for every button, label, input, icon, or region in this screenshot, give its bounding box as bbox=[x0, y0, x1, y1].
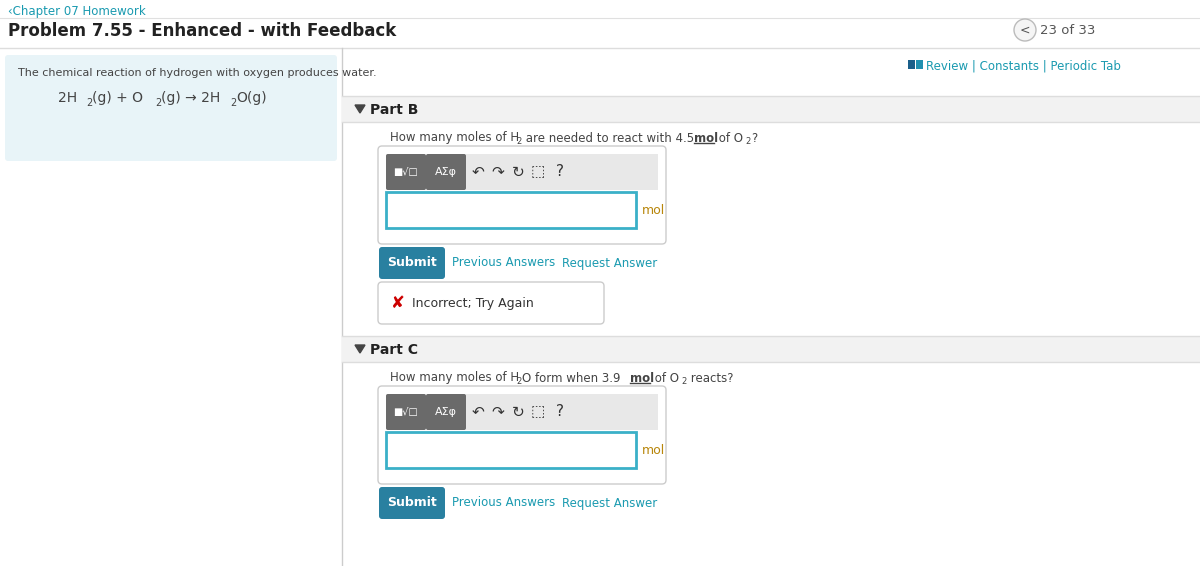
FancyBboxPatch shape bbox=[386, 154, 426, 190]
FancyBboxPatch shape bbox=[342, 96, 1200, 122]
Text: ↻: ↻ bbox=[511, 405, 524, 419]
FancyBboxPatch shape bbox=[386, 154, 658, 190]
Text: ↶: ↶ bbox=[472, 165, 485, 179]
Text: O(g): O(g) bbox=[236, 91, 266, 105]
Polygon shape bbox=[355, 345, 365, 353]
Text: mol: mol bbox=[642, 204, 665, 217]
Circle shape bbox=[1014, 19, 1036, 41]
Polygon shape bbox=[355, 105, 365, 113]
FancyBboxPatch shape bbox=[342, 336, 1200, 362]
Text: Part B: Part B bbox=[370, 103, 419, 117]
FancyBboxPatch shape bbox=[908, 60, 916, 69]
Text: 2: 2 bbox=[230, 98, 236, 108]
Text: Problem 7.55 - Enhanced - with Feedback: Problem 7.55 - Enhanced - with Feedback bbox=[8, 22, 396, 40]
FancyBboxPatch shape bbox=[378, 386, 666, 484]
Text: ■√□: ■√□ bbox=[394, 407, 419, 417]
Text: mol: mol bbox=[630, 371, 654, 384]
Text: ⬚: ⬚ bbox=[530, 405, 545, 419]
Text: ↷: ↷ bbox=[492, 165, 504, 179]
FancyBboxPatch shape bbox=[5, 55, 337, 161]
Text: Part C: Part C bbox=[370, 343, 418, 357]
Text: 23 of 33: 23 of 33 bbox=[1040, 24, 1096, 36]
Text: Submit: Submit bbox=[388, 496, 437, 509]
Text: How many moles of H: How many moles of H bbox=[390, 131, 520, 144]
Text: reacts?: reacts? bbox=[686, 371, 733, 384]
Text: ‹Chapter 07 Homework: ‹Chapter 07 Homework bbox=[8, 5, 145, 18]
FancyBboxPatch shape bbox=[386, 432, 636, 468]
Text: (g) + O: (g) + O bbox=[92, 91, 143, 105]
Text: Previous Answers: Previous Answers bbox=[452, 256, 556, 269]
FancyBboxPatch shape bbox=[386, 394, 658, 430]
Text: 2: 2 bbox=[86, 98, 92, 108]
Text: ↻: ↻ bbox=[511, 165, 524, 179]
Text: ?: ? bbox=[751, 131, 757, 144]
Text: mol: mol bbox=[642, 444, 665, 457]
FancyBboxPatch shape bbox=[916, 60, 923, 69]
Text: Request Answer: Request Answer bbox=[562, 256, 658, 269]
Text: O form when 3.9: O form when 3.9 bbox=[522, 371, 624, 384]
FancyBboxPatch shape bbox=[378, 146, 666, 244]
Text: <: < bbox=[1020, 24, 1031, 36]
FancyBboxPatch shape bbox=[379, 247, 445, 279]
Text: 2: 2 bbox=[682, 376, 686, 385]
Text: Submit: Submit bbox=[388, 256, 437, 269]
Text: of O: of O bbox=[650, 371, 679, 384]
Text: Previous Answers: Previous Answers bbox=[452, 496, 556, 509]
Text: Request Answer: Request Answer bbox=[562, 496, 658, 509]
Text: Review | Constants | Periodic Tab: Review | Constants | Periodic Tab bbox=[926, 60, 1121, 73]
Text: ✘: ✘ bbox=[391, 294, 404, 312]
FancyBboxPatch shape bbox=[386, 394, 426, 430]
Text: ?: ? bbox=[556, 165, 564, 179]
Text: ⬚: ⬚ bbox=[530, 165, 545, 179]
Text: AΣφ: AΣφ bbox=[436, 167, 457, 177]
Text: How many moles of H: How many moles of H bbox=[390, 371, 520, 384]
Text: ■√□: ■√□ bbox=[394, 167, 419, 177]
Text: 2H: 2H bbox=[58, 91, 77, 105]
Text: 2: 2 bbox=[745, 136, 750, 145]
FancyBboxPatch shape bbox=[386, 192, 636, 228]
FancyBboxPatch shape bbox=[378, 282, 604, 324]
Text: 2: 2 bbox=[516, 376, 521, 385]
Text: (g) → 2H: (g) → 2H bbox=[161, 91, 221, 105]
Text: ?: ? bbox=[556, 405, 564, 419]
Text: 2: 2 bbox=[516, 136, 521, 145]
FancyBboxPatch shape bbox=[379, 487, 445, 519]
Text: are needed to react with 4.5: are needed to react with 4.5 bbox=[522, 131, 698, 144]
FancyBboxPatch shape bbox=[426, 154, 466, 190]
Text: of O: of O bbox=[715, 131, 743, 144]
FancyBboxPatch shape bbox=[426, 394, 466, 430]
Text: AΣφ: AΣφ bbox=[436, 407, 457, 417]
Text: ↶: ↶ bbox=[472, 405, 485, 419]
Text: 2: 2 bbox=[155, 98, 161, 108]
Text: mol: mol bbox=[694, 131, 718, 144]
Text: ↷: ↷ bbox=[492, 405, 504, 419]
Text: Incorrect; Try Again: Incorrect; Try Again bbox=[412, 297, 534, 310]
Text: The chemical reaction of hydrogen with oxygen produces water.: The chemical reaction of hydrogen with o… bbox=[18, 68, 377, 78]
